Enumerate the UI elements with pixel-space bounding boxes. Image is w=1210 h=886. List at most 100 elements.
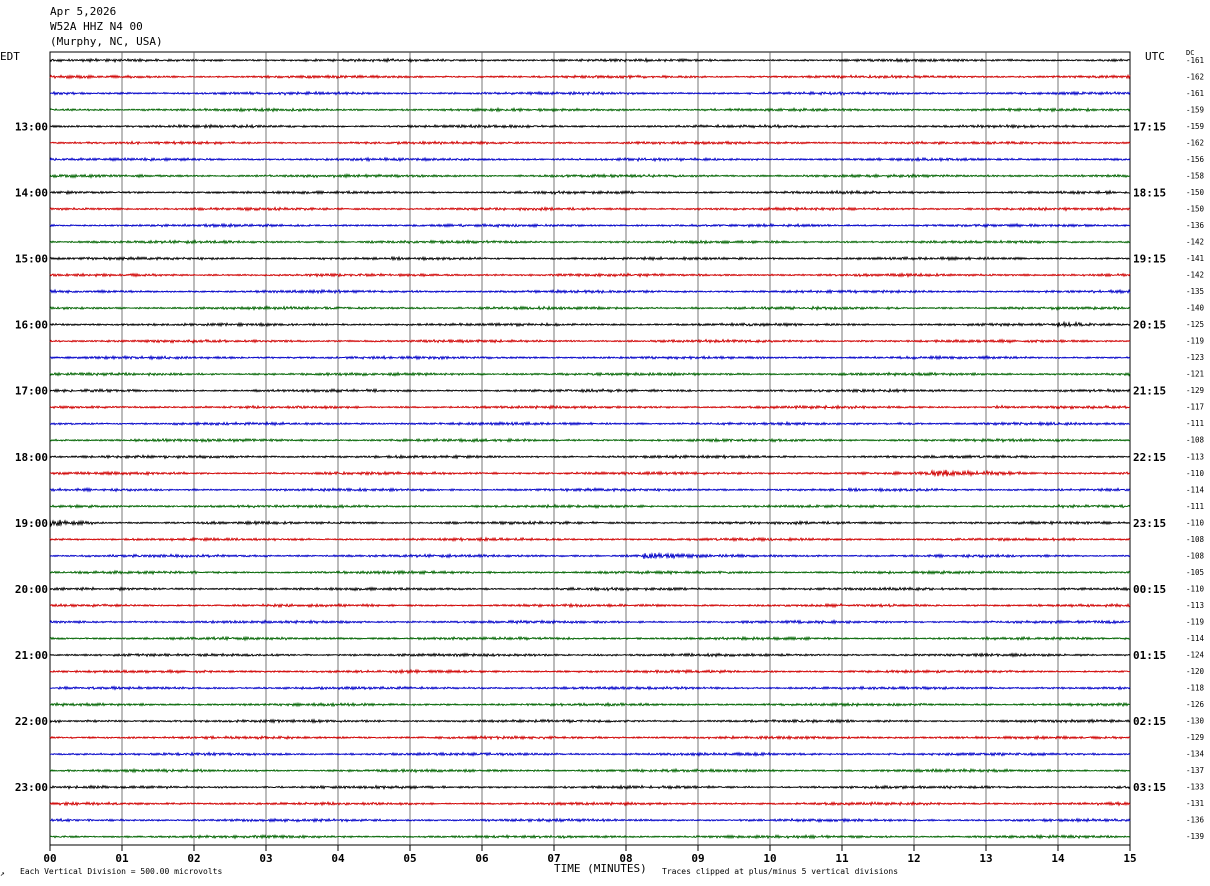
dc-offset-label: -113 [1186,601,1204,610]
seismic-trace [49,156,1131,163]
dc-offset-label: -130 [1186,717,1205,726]
seismic-trace [49,206,1131,212]
seismic-trace [49,718,1131,724]
seismic-trace [49,90,1131,96]
dc-offset-label: -137 [1186,766,1204,775]
dc-offset-label: -142 [1186,271,1204,280]
x-tick-label: 00 [43,852,56,865]
utc-hour-label: 17:15 [1133,120,1166,133]
x-tick-label: 10 [763,852,776,865]
dc-offset-label: -139 [1186,832,1204,841]
seismic-trace [49,602,1131,609]
seismic-trace [49,420,1131,427]
seismic-trace [49,453,1131,460]
seismic-trace [49,503,1131,509]
dc-offset-label: -156 [1186,155,1205,164]
x-tick-label: 11 [835,852,849,865]
edt-hour-label: 16:00 [15,319,48,332]
x-tick-label: 06 [475,852,489,865]
seismic-trace [49,635,1131,642]
utc-hour-label: 23:15 [1133,517,1166,530]
dc-offset-label: -161 [1186,56,1204,65]
dc-offset-label: -133 [1186,783,1204,792]
edt-hour-label: 18:00 [15,451,48,464]
utc-hour-label: 18:15 [1133,186,1166,199]
dc-offset-label: -111 [1186,502,1204,511]
dc-offset-label: -159 [1186,105,1204,114]
x-tick-label: 09 [691,852,704,865]
scale-note: Each Vertical Division = 500.00 microvol… [20,867,223,876]
seismic-trace [49,338,1131,344]
station-code: W52A HHZ N4 00 [50,20,143,33]
dc-offset-label: -135 [1186,287,1204,296]
seismic-trace [49,536,1131,543]
dc-offset-label: -111 [1186,419,1204,428]
dc-offset-label: -129 [1186,386,1204,395]
seismic-trace [49,173,1131,179]
utc-hour-label: 02:15 [1133,715,1166,728]
seismic-trace [49,800,1131,807]
edt-hour-label: 14:00 [15,186,48,199]
dc-offset-label: -140 [1186,304,1205,313]
dc-offset-label: -121 [1186,370,1204,379]
dc-offset-label: -118 [1186,684,1205,693]
seismic-trace [49,140,1131,146]
x-tick-label: 02 [187,852,200,865]
seismic-trace [50,469,1131,478]
x-tick-label: 15 [1123,852,1136,865]
seismic-trace [49,833,1131,840]
x-tick-label: 01 [115,852,129,865]
x-tick-label: 14 [1051,852,1065,865]
dc-offset-label: -126 [1186,700,1205,709]
seismic-trace [49,817,1131,824]
dc-offset-label: -117 [1186,403,1204,412]
dc-offset-label: -119 [1186,337,1204,346]
dc-offset-label: -161 [1186,89,1204,98]
seismic-trace [49,784,1131,791]
seismic-trace [49,519,1131,528]
edt-hour-label: 15:00 [15,253,48,266]
x-tick-label: 12 [907,852,920,865]
dc-offset-label: -120 [1186,667,1205,676]
x-tick-label: 03 [259,852,272,865]
seismic-trace [49,767,1131,774]
seismic-trace [49,685,1131,691]
seismic-trace [49,751,1131,758]
edt-hour-label: 23:00 [15,781,48,794]
seismic-trace [49,569,1131,576]
seismic-trace [49,371,1131,377]
left-timezone-label: EDT [0,50,20,63]
edt-hour-label: 20:00 [15,583,48,596]
seismic-trace [49,668,1130,675]
dc-offset-label: -136 [1186,816,1205,825]
dc-offset-label: -110 [1186,584,1205,593]
dc-offset-label: -162 [1186,72,1204,81]
dc-offset-label: -114 [1186,634,1205,643]
seismic-trace [49,305,1131,311]
edt-hour-label: 13:00 [15,120,48,133]
dc-offset-label: -162 [1186,138,1204,147]
dc-offset-label: -159 [1186,122,1204,131]
seismic-trace [49,57,1131,64]
dc-offset-label: -134 [1186,750,1205,759]
dc-offset-label: -110 [1186,469,1205,478]
x-axis-title: TIME (MINUTES) [554,862,647,875]
station-marker: ↗ [0,869,5,878]
seismic-trace [49,734,1131,741]
dc-offset-label: -141 [1186,254,1204,263]
x-tick-label: 07 [547,852,560,865]
seismic-trace [49,387,1131,394]
seismic-trace [49,486,1131,493]
edt-hour-label: 17:00 [15,385,48,398]
dc-offset-header: DC [1186,49,1195,57]
dc-offset-label: -124 [1186,651,1205,660]
seismic-trace [49,354,1131,361]
seismic-trace [49,239,1131,245]
dc-offset-label: -136 [1186,221,1205,230]
plot-date: Apr 5,2026 [50,5,117,18]
seismic-trace [49,222,1131,229]
seismic-trace [49,272,1131,279]
seismic-trace [49,652,1131,658]
edt-hour-label: 22:00 [15,715,48,728]
